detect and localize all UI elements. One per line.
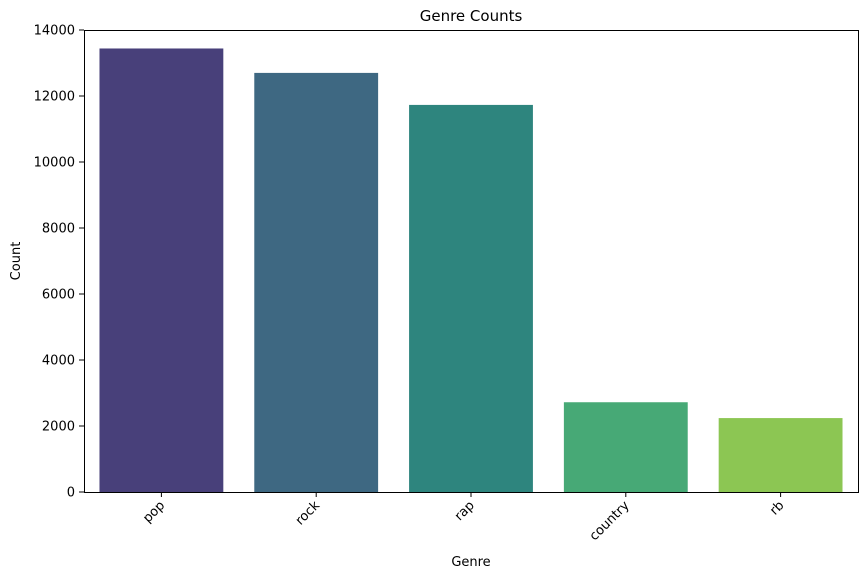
x-tick-label-pop: pop <box>140 498 168 526</box>
y-axis-label: Count <box>9 242 24 281</box>
y-tick-label: 2000 <box>42 420 75 435</box>
y-tick-label: 4000 <box>42 354 75 369</box>
bars-group <box>99 48 843 493</box>
x-tick-label-country: country <box>587 498 633 544</box>
y-tick-label: 6000 <box>42 288 75 303</box>
y-tick-label: 0 <box>67 486 75 501</box>
chart-title: Genre Counts <box>420 7 523 25</box>
x-tick-label-rock: rock <box>293 498 324 529</box>
y-tick-label: 14000 <box>34 24 75 39</box>
bar-rb <box>718 418 843 492</box>
y-tick-label: 8000 <box>42 222 75 237</box>
x-tick-label-rap: rap <box>452 498 478 524</box>
bar-rap <box>409 104 533 492</box>
x-axis-label: Genre <box>451 555 490 570</box>
bar-country <box>563 402 688 492</box>
y-tick-label: 12000 <box>34 90 75 105</box>
plot-frame <box>84 30 859 493</box>
x-axis: pop rock rap country rb <box>140 492 787 544</box>
x-tick-label-rb: rb <box>767 498 787 518</box>
y-tick-label: 10000 <box>34 156 75 171</box>
bar-rock <box>254 72 379 493</box>
bar-pop <box>99 48 224 492</box>
y-axis: 0 2000 4000 6000 8000 10000 12000 14000 <box>34 24 84 501</box>
